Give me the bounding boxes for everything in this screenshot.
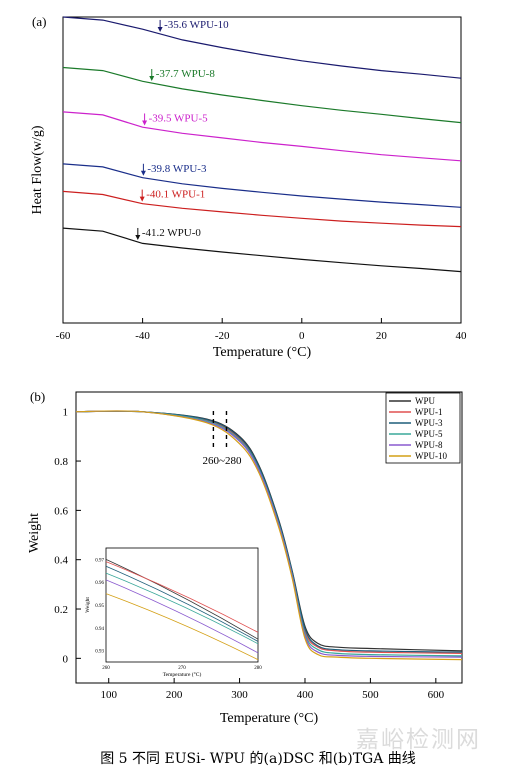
tga-series-line [75,410,463,661]
tga-y-tick-label: 0 [63,653,69,665]
tga-x-tick-label: 300 [231,689,248,701]
inset-x-tick-label: 270 [178,666,186,671]
inset-x-axis-label: Temperature (°C) [163,671,202,678]
tg-arrow-head [157,26,163,32]
dsc-x-tick-label: -20 [215,330,230,342]
inset-x-tick-label: 260 [102,666,110,671]
dsc-series-line [62,111,462,162]
tga-y-tick-label: 0.2 [54,604,68,616]
tga-legend-label: WPU-8 [415,440,443,450]
panel-b-label: (b) [30,389,45,404]
dsc-series-line [62,66,462,124]
tg-annotation: -40.1 WPU-1 [146,189,205,201]
dsc-y-axis-label: Heat Flow(w/g) [30,125,45,214]
dsc-series-line [62,16,462,79]
panel-a-label: (a) [32,14,46,29]
tga-legend-box [385,392,461,464]
watermark: 嘉峪检测网 [356,727,481,753]
tga-x-tick-label: 400 [297,689,314,701]
tga-plot-frame [75,391,463,684]
tga-series-line [75,410,463,653]
tga-y-tick-label: 0.4 [54,555,68,567]
tga-inset: 260 270 280 0.93 0.94 0.95 0.96 0.97 Temperature… [85,547,262,678]
tga-x-tick-label: 200 [166,689,183,701]
tga-y-axis-label: Weight [27,513,42,553]
inset-series-line [105,593,259,661]
inset-series-line [105,559,259,640]
tga-legend-label: WPU-3 [415,418,443,428]
tg-annotation: -39.8 WPU-3 [147,163,207,175]
tga-y-tick-label: 1 [63,407,69,419]
inset-y-tick-label: 0.94 [95,627,104,632]
tga-y-ticks: 0 0.2 0.4 0.6 0.8 1 [54,407,81,665]
tg-arrow-head [142,120,148,126]
tga-series [75,410,463,661]
dsc-series-line [62,163,462,208]
tga-legend-label: WPU [415,396,436,406]
tga-x-tick-label: 600 [428,689,445,701]
tg-arrow-head [135,234,141,240]
tga-legend-label: WPU-1 [415,407,443,417]
inset-y-tick-label: 0.93 [95,650,104,655]
tg-arrow-head [139,196,145,202]
tg-arrow-head [149,76,155,82]
tga-legend-label: WPU-10 [415,451,447,461]
tg-annotation: -39.5 WPU-5 [149,112,209,124]
tga-x-axis-label: Temperature (°C) [220,711,319,726]
tga-x-tick-label: 500 [362,689,379,701]
tga-dashed-markers [212,411,228,450]
tga-y-tick-label: 0.8 [54,456,68,468]
inset-series-line [105,561,259,633]
dsc-series [62,16,462,273]
figure-caption: 图 5 不同 EUSi- WPU 的(a)DSC 和(b)TGA 曲线 [100,751,416,767]
tg-annotation: -37.7 WPU-8 [156,68,216,80]
dsc-x-axis-label: Temperature (°C) [213,345,312,360]
tg-arrow-head [140,170,146,176]
dsc-x-tick-label: -60 [56,330,71,342]
inset-series-line [105,565,259,642]
dsc-x-ticks: -60 -40 -20 0 20 40 [56,318,467,342]
dsc-plot-frame [62,16,462,324]
dsc-x-tick-label: 20 [376,330,388,342]
tg-annotation: -41.2 WPU-0 [142,227,202,239]
dsc-annotations: -35.6 WPU-10 -37.7 WPU-8 -39.5 WPU-5 -39.8 … [135,19,229,240]
tga-legend-label: WPU-5 [415,429,443,439]
tga-inset-frame [105,547,259,663]
dsc-series-line [62,190,462,228]
dsc-x-tick-label: 0 [299,330,305,342]
inset-y-tick-label: 0.96 [95,581,104,586]
dsc-panel: (a) -60 -40 -20 0 20 40 -35.6 WPU-10 -37.7 WPU… [30,14,467,360]
tga-panel: (b) 100 200 300 400 500 600 0 0.2 0.4 0.6 0.8 1 26… [27,389,463,726]
tga-x-ticks: 100 200 300 400 500 600 [100,678,445,701]
dsc-x-tick-label: 40 [456,330,468,342]
tga-range-annotation: 260~280 [203,455,242,467]
tga-y-tick-label: 0.6 [54,505,68,517]
inset-y-tick-label: 0.95 [95,604,104,609]
inset-series-line [105,572,259,645]
tga-x-tick-label: 100 [100,689,117,701]
dsc-x-tick-label: -40 [135,330,150,342]
inset-x-tick-label: 280 [254,666,262,671]
inset-series-line [105,579,259,654]
tg-annotation: -35.6 WPU-10 [164,19,229,31]
dsc-series-line [62,227,462,273]
inset-y-tick-label: 0.97 [95,558,104,563]
inset-y-axis-label: Weight [85,597,91,613]
